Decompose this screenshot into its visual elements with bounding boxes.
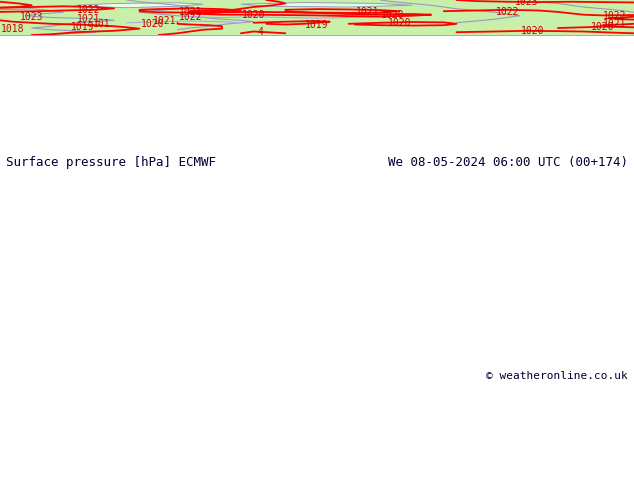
Text: 1020: 1020 bbox=[242, 10, 266, 20]
Polygon shape bbox=[241, 2, 412, 7]
Text: © weatheronline.co.uk: © weatheronline.co.uk bbox=[486, 371, 628, 381]
Text: 101: 101 bbox=[93, 19, 110, 29]
Text: 1021: 1021 bbox=[603, 19, 627, 29]
Text: 1021: 1021 bbox=[178, 7, 202, 17]
Text: 1021: 1021 bbox=[77, 14, 101, 24]
Text: 1022: 1022 bbox=[603, 11, 627, 21]
Text: We 08-05-2024 06:00 UTC (00+174): We 08-05-2024 06:00 UTC (00+174) bbox=[387, 156, 628, 169]
Text: 1021: 1021 bbox=[153, 16, 177, 25]
Text: 1021: 1021 bbox=[356, 7, 380, 17]
Text: 1020: 1020 bbox=[590, 23, 614, 32]
Text: 1019: 1019 bbox=[305, 20, 329, 29]
Text: 1020: 1020 bbox=[381, 10, 405, 20]
Text: 1022: 1022 bbox=[178, 12, 202, 22]
Text: 4: 4 bbox=[257, 27, 263, 37]
Polygon shape bbox=[0, 0, 634, 35]
Text: 1023: 1023 bbox=[20, 12, 44, 22]
Text: 1020: 1020 bbox=[140, 19, 164, 29]
Text: Surface pressure [hPa] ECMWF: Surface pressure [hPa] ECMWF bbox=[6, 156, 216, 169]
Text: 1019: 1019 bbox=[70, 23, 94, 32]
Text: 1020: 1020 bbox=[521, 26, 545, 36]
Text: 1018: 1018 bbox=[1, 24, 25, 34]
Text: 1023: 1023 bbox=[514, 0, 538, 7]
Text: 1020: 1020 bbox=[387, 18, 411, 28]
Text: 1022: 1022 bbox=[77, 5, 101, 15]
Text: 1022: 1022 bbox=[495, 7, 519, 17]
Polygon shape bbox=[76, 3, 203, 8]
